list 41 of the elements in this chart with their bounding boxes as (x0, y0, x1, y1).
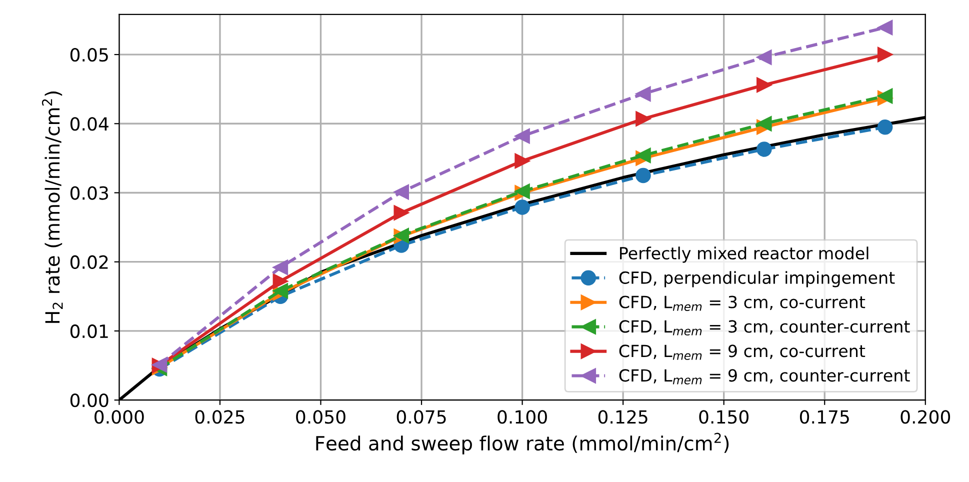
point (636, 86, 651, 102)
x-tick-label: 0.050 (296, 410, 346, 424)
x-tick-label: 0.075 (396, 410, 446, 424)
point (514, 128, 530, 144)
legend-label: CFD, perpendicular impingement (619, 271, 895, 288)
y-tick-label: 0.03 (70, 186, 108, 200)
point (877, 20, 893, 36)
legend-label: CFD, L$_{mem}$ = 9 cm, co-current (619, 344, 866, 360)
point (756, 116, 772, 132)
legend-label: CFD, L$_{mem}$ = 3 cm, counter-current (619, 320, 910, 336)
x-tick-label: 0.200 (900, 410, 950, 424)
x-tick-label: 0.025 (195, 410, 244, 424)
x-tick-label: 0.000 (94, 410, 144, 424)
y-tick-label: 0.02 (70, 255, 108, 269)
point (636, 168, 651, 184)
x-tick-label: 0.100 (498, 410, 547, 424)
point (877, 46, 893, 62)
point (636, 148, 651, 164)
legend-label: CFD, L$_{mem}$ = 3 cm, co-current (619, 296, 866, 311)
point (514, 200, 530, 215)
x-tick-label: 0.125 (598, 410, 648, 424)
point (394, 184, 409, 200)
y-tick-label: 0.05 (70, 48, 108, 62)
legend-label: Perfectly mixed reactor model (620, 246, 868, 263)
point (636, 111, 651, 126)
point (272, 274, 288, 289)
point (514, 153, 530, 169)
point (877, 119, 893, 135)
point (756, 142, 772, 157)
x-axis-title: Feed and sweep flow rate (mmol/min/cm$^{2}$) (316, 432, 729, 454)
point (394, 205, 409, 220)
point (272, 260, 288, 276)
x-tick-label: 0.175 (800, 410, 849, 424)
y-axis-title: H$_{2}$ rate (mmol/min/cm$^{2}$) (42, 91, 63, 323)
x-tick-label: 0.150 (699, 410, 748, 424)
y-tick-label: 0.00 (70, 394, 108, 408)
y-tick-label: 0.04 (70, 117, 108, 131)
point (756, 77, 772, 93)
point (756, 50, 772, 65)
y-tick-label: 0.01 (70, 324, 108, 338)
legend-label: CFD, L$_{mem}$ = 9 cm, counter-current (619, 369, 910, 384)
